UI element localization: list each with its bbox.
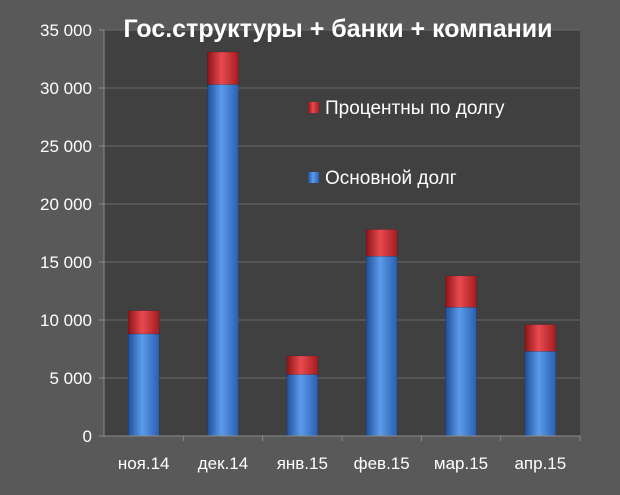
bar-segment-principal (365, 255, 398, 437)
bar-segment-interest (207, 51, 239, 85)
x-tick-label: апр.15 (514, 454, 566, 473)
bars (127, 51, 557, 437)
x-tick-label: янв.15 (277, 454, 328, 473)
y-tick-label: 35 000 (40, 21, 92, 40)
bar-segment-principal (127, 333, 160, 437)
bar-segment-principal (445, 306, 477, 437)
legend: Процентны по долгу Основной долг (308, 98, 505, 189)
bar-segment-interest (524, 324, 557, 352)
y-tick-label: 20 000 (40, 195, 92, 214)
legend-label: Основной долг (325, 168, 457, 189)
y-tick-label: 5 000 (49, 369, 92, 388)
x-tick-label: мар.15 (434, 454, 488, 473)
bar-segment-interest (286, 355, 319, 375)
bar-segment-principal (286, 374, 319, 437)
bar-segment-interest (445, 275, 477, 308)
legend-swatch (308, 102, 319, 113)
y-tick-label: 15 000 (40, 253, 92, 272)
x-tick-label: фев.15 (354, 454, 410, 473)
bar-segment-principal (524, 351, 557, 437)
x-tick-label: ноя.14 (118, 454, 170, 473)
y-tick-label: 10 000 (40, 311, 92, 330)
bar-segment-interest (365, 229, 398, 257)
bar-segment-interest (127, 310, 160, 335)
y-tick-label: 25 000 (40, 137, 92, 156)
plot-area (104, 30, 580, 436)
axes: 0 5 000 10 000 15 000 20 000 25 000 30 000 35 0… (40, 21, 581, 473)
legend-swatch (308, 172, 319, 183)
x-tick-label: дек.14 (198, 454, 248, 473)
bar-segment-principal (207, 84, 239, 437)
y-tick-label: 30 000 (40, 79, 92, 98)
chart-title: Гос.структуры + банки + компании (123, 15, 552, 43)
grid-lines (104, 29, 580, 379)
y-tick-label: 0 (83, 427, 92, 446)
legend-label: Процентны по долгу (325, 98, 505, 119)
